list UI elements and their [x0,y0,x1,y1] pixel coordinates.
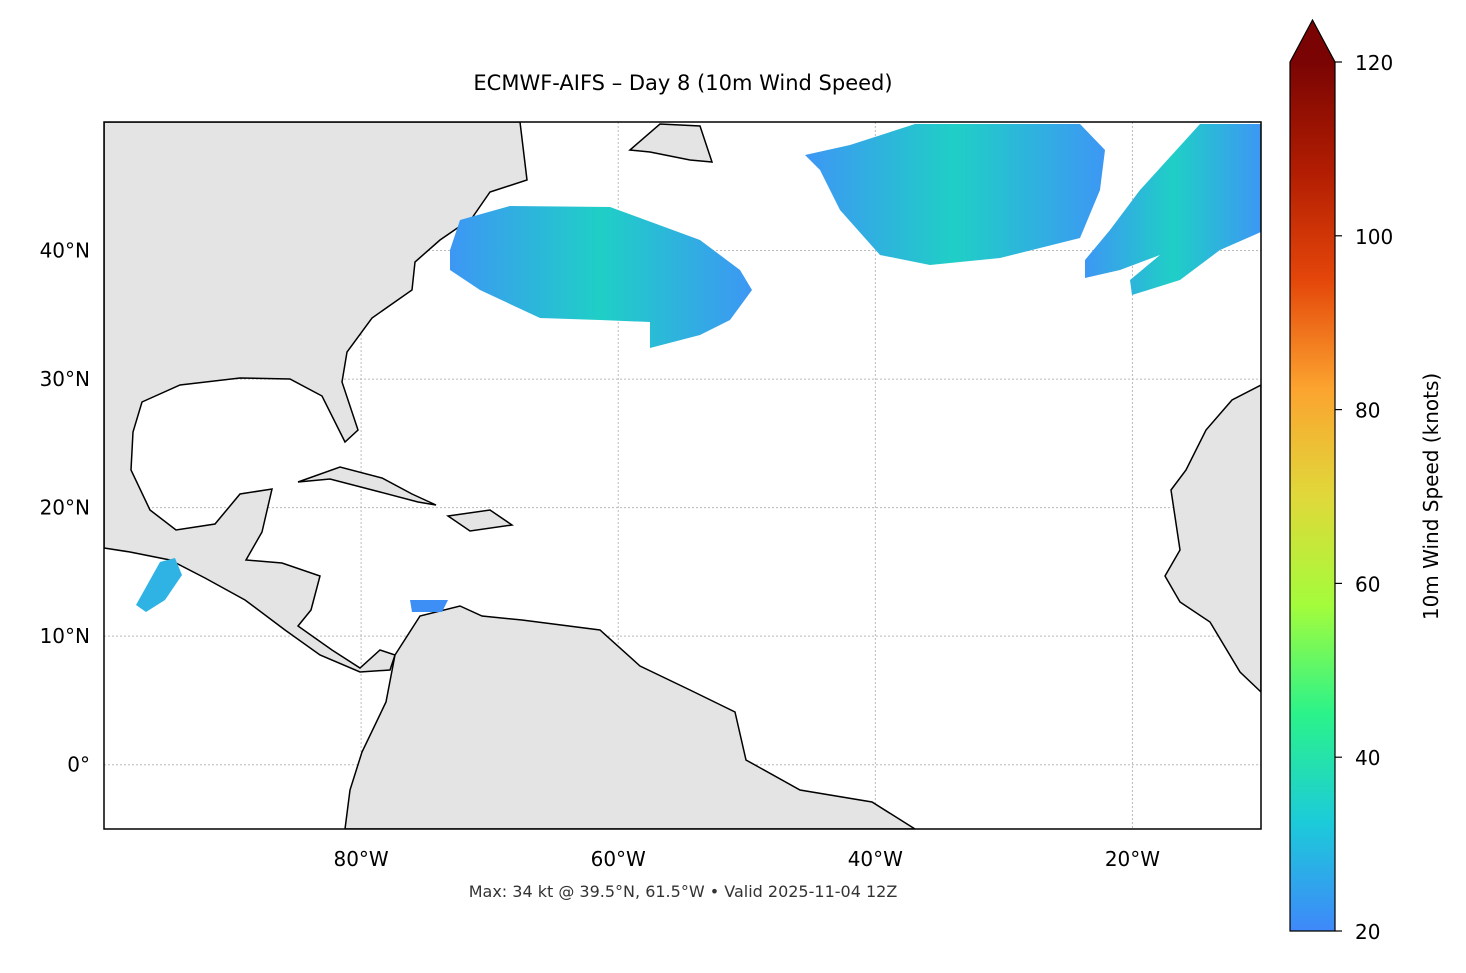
colorbar-tick-label: 100 [1355,225,1393,249]
africa [1164,384,1261,694]
y-tick-label: 10°N [40,624,90,648]
colorbar-tick-label: 60 [1355,572,1380,596]
colorbar-label: 10m Wind Speed (knots) [1419,373,1443,620]
y-tick-label: 0° [67,753,90,777]
colorbar: 20 40 60 80 100 120 10m Wind Speed (knots) [1289,18,1443,944]
colorbar-tick-label: 20 [1355,920,1380,944]
colorbar-tick-label: 120 [1355,51,1393,75]
wind-swath [450,206,752,348]
map-frame [103,121,1262,830]
wind-swath [805,124,1105,265]
chart-title: ECMWF-AIFS – Day 8 (10m Wind Speed) [473,71,892,95]
wind-swath [136,558,182,612]
y-tick-label: 40°N [40,239,90,263]
north-america [104,122,528,673]
hispaniola [445,509,515,532]
colorbar-scale [1290,62,1335,931]
x-tick-label: 40°W [848,847,903,871]
axes: 80°W 60°W 40°W 20°W 0° 10°N 20°N 30°N 40°N [40,239,1161,871]
cuba [297,466,437,506]
wind-swath [1085,124,1261,295]
annotation: Max: 34 kt @ 39.5°N, 61.5°W • Valid 2025… [469,882,898,901]
colorbar-extend [1290,20,1335,62]
colorbar-tick-label: 40 [1355,746,1380,770]
y-tick-label: 30°N [40,367,90,391]
colorbar-tick-label: 80 [1355,399,1380,423]
map-area [104,122,1261,829]
x-tick-label: 20°W [1105,847,1160,871]
greenland-newfoundland [628,123,714,163]
x-tick-label: 60°W [591,847,646,871]
south-america [344,605,917,829]
y-tick-label: 20°N [40,496,90,520]
colorbar-frame [1289,18,1336,932]
x-tick-label: 80°W [333,847,388,871]
wind-swath [410,600,448,612]
